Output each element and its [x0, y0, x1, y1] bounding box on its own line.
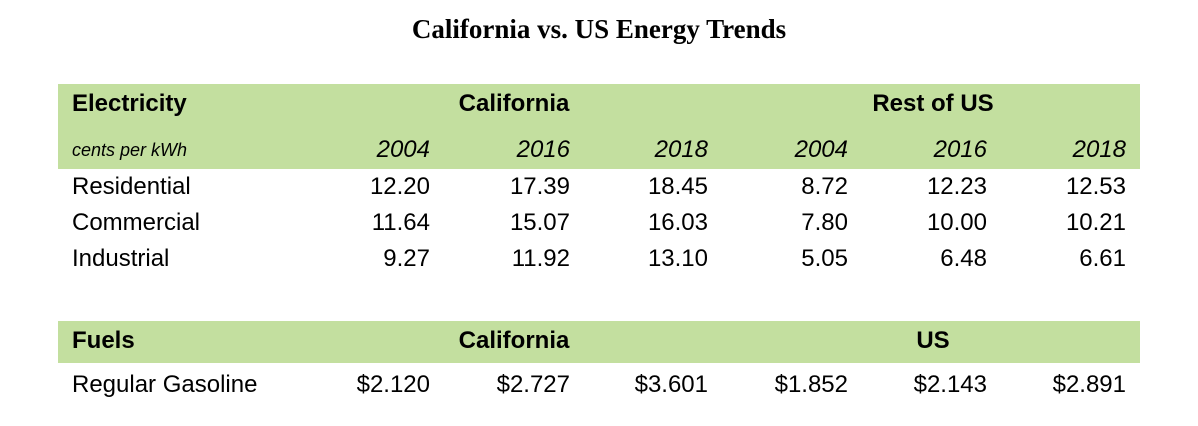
- cell: 6.48: [940, 245, 987, 272]
- year-header: 2018: [654, 136, 708, 163]
- year-header: 2004: [376, 136, 430, 163]
- cell: 17.39: [509, 173, 570, 200]
- section-label: Fuels: [72, 327, 135, 354]
- unit-label: cents per kWh: [72, 140, 188, 160]
- header-band: [58, 321, 1140, 363]
- group-header: Rest of US: [872, 90, 994, 117]
- section-label: Electricity: [72, 90, 187, 117]
- year-header: 2018: [1072, 136, 1126, 163]
- group-header: California: [458, 90, 570, 117]
- row-label: Industrial: [72, 245, 170, 272]
- group-header: US: [916, 327, 950, 354]
- cell: 13.10: [647, 245, 708, 272]
- year-header: 2016: [933, 136, 987, 163]
- row-label: Commercial: [72, 209, 201, 236]
- cell: 12.23: [926, 173, 987, 200]
- cell: $2.120: [356, 371, 430, 398]
- cell: 9.27: [383, 245, 430, 272]
- cell: 6.61: [1079, 245, 1126, 272]
- cell: 10.21: [1065, 209, 1126, 236]
- cell: $2.891: [1052, 371, 1126, 398]
- cell: 16.03: [647, 209, 708, 236]
- year-header: 2016: [516, 136, 570, 163]
- cell: 7.80: [801, 209, 848, 236]
- cell: $2.143: [913, 371, 987, 398]
- title: California vs. US Energy Trends: [411, 14, 787, 44]
- row-label: Regular Gasoline: [72, 371, 258, 398]
- cell: $3.601: [634, 371, 708, 398]
- cell: $2.727: [496, 371, 570, 398]
- header-band: [58, 84, 1140, 169]
- cell: $1.852: [774, 371, 848, 398]
- cell: 18.45: [647, 173, 708, 200]
- cell: 11.92: [511, 245, 570, 272]
- group-header: California: [458, 327, 570, 354]
- cell: 12.20: [369, 173, 430, 200]
- year-header: 2004: [794, 136, 848, 163]
- cell: 11.64: [371, 209, 430, 236]
- cell: 10.00: [926, 209, 987, 236]
- cell: 8.72: [801, 173, 848, 200]
- row-label: Residential: [72, 173, 191, 200]
- cell: 15.07: [509, 209, 570, 236]
- cell: 12.53: [1065, 173, 1126, 200]
- cell: 5.05: [801, 245, 848, 272]
